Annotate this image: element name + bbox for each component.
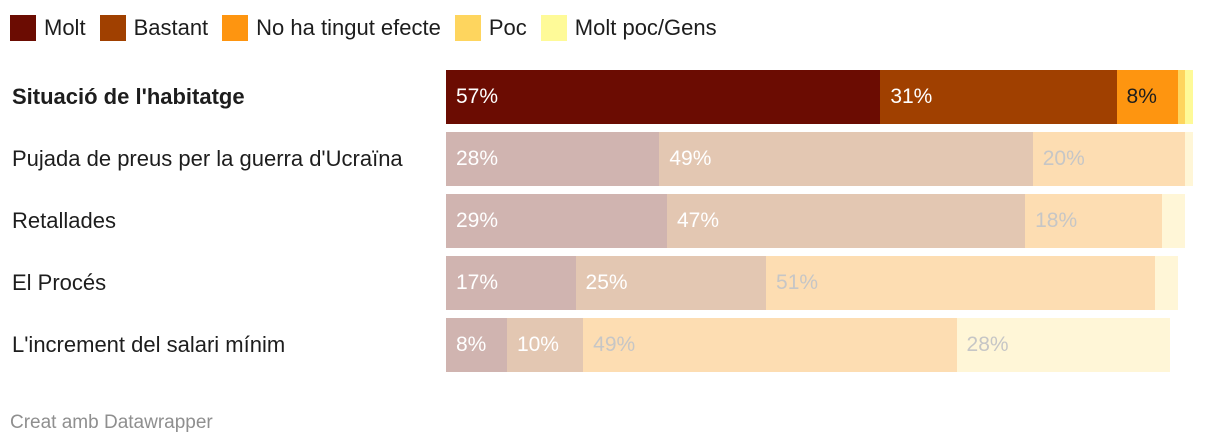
bar-segment bbox=[1185, 70, 1193, 124]
bar-segment bbox=[446, 318, 507, 372]
stacked-bar: 57% 31% 8% bbox=[446, 70, 1208, 124]
footer-credit: Creat amb Datawrapper bbox=[10, 412, 213, 433]
legend-label: Poc bbox=[488, 15, 527, 40]
row-label: Retallades bbox=[12, 208, 116, 233]
row-label: Situació de l'habitatge bbox=[12, 84, 245, 109]
row-label: Pujada de preus per la guerra d'Ucraïna bbox=[12, 146, 403, 171]
bar-segment bbox=[506, 318, 584, 372]
bar-segment bbox=[583, 318, 957, 372]
bar-segment bbox=[766, 256, 1155, 310]
bar-segment bbox=[446, 194, 667, 248]
stacked-bar: 8% 10% 49% 28% bbox=[446, 318, 1208, 372]
legend-label: Bastant bbox=[133, 15, 209, 40]
chart-row: Retallades 29% 47% 18% bbox=[0, 194, 1220, 248]
bar-segment bbox=[666, 194, 1026, 248]
bar-segment bbox=[956, 318, 1170, 372]
stacked-bar: 17% 25% 51% bbox=[446, 256, 1208, 310]
legend-label: No ha tingut efecte bbox=[256, 15, 441, 40]
legend-swatch bbox=[10, 15, 36, 41]
bar-segment bbox=[1032, 132, 1186, 186]
legend-swatch bbox=[454, 15, 481, 41]
legend-swatch bbox=[99, 15, 126, 41]
row-label: El Procés bbox=[12, 270, 107, 295]
chart-row: L'increment del salari mínim 8% 10% 49% 28% bbox=[0, 318, 1220, 372]
bar-segment bbox=[575, 256, 767, 310]
bar-segment bbox=[446, 256, 576, 310]
row-label: L'increment del salari mínim bbox=[12, 332, 286, 357]
chart-row: Pujada de preus per la guerra d'Ucraïna 2… bbox=[0, 132, 1220, 186]
stacked-bar: 28% 49% 20% bbox=[446, 132, 1208, 186]
legend-item: Molt bbox=[10, 15, 86, 41]
legend-item: Molt poc/Gens bbox=[540, 15, 717, 41]
stacked-bar-chart: Situació de l'habitatge 57% 31% 8% Pujada de… bbox=[0, 70, 1220, 380]
bar-segment bbox=[1025, 194, 1163, 248]
legend-item: No ha tingut efecte bbox=[222, 15, 441, 41]
bar-segment bbox=[659, 132, 1033, 186]
legend-item: Bastant bbox=[99, 15, 209, 41]
legend-swatch bbox=[222, 15, 249, 41]
bar-segment bbox=[1154, 256, 1178, 310]
bar-segment bbox=[1162, 194, 1186, 248]
legend-label: Molt bbox=[44, 15, 86, 40]
chart-legend: Molt Bastant No ha tingut efecte Poc Molt po… bbox=[10, 12, 731, 44]
bar-segment bbox=[1177, 70, 1186, 124]
bar-segment bbox=[1185, 132, 1193, 186]
legend-label: Molt poc/Gens bbox=[574, 15, 717, 40]
chart-row: El Procés 17% 25% 51% bbox=[0, 256, 1220, 310]
bar-segment bbox=[446, 70, 881, 124]
legend-item: Poc bbox=[454, 15, 527, 41]
legend-swatch bbox=[540, 15, 567, 41]
stacked-bar: 29% 47% 18% bbox=[446, 194, 1208, 248]
bar-segment bbox=[880, 70, 1117, 124]
bar-segment bbox=[446, 132, 660, 186]
chart-row: Situació de l'habitatge 57% 31% 8% bbox=[0, 70, 1220, 124]
bar-segment bbox=[1116, 70, 1178, 124]
